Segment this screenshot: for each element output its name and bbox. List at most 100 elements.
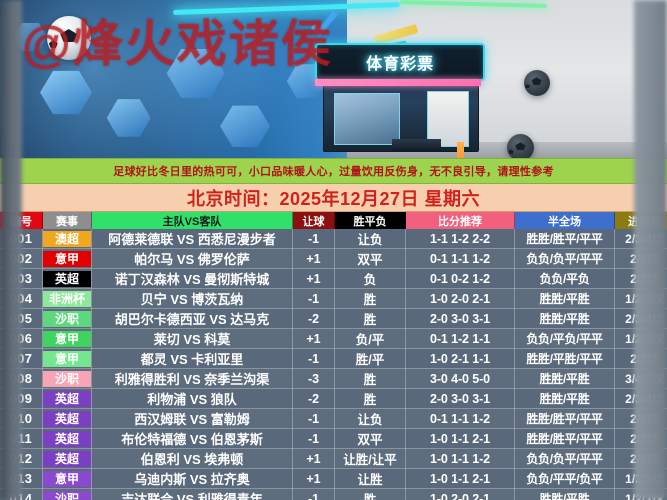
cell-goals: 2/3球: [614, 348, 667, 369]
watermark: @烽火戏诸侯: [22, 16, 333, 72]
table-row[interactable]: 014 沙职 吉达联合 VS 利雅得青年 -1 胜 1-0 2-0 2-1 胜胜/平胜 1/2…: [0, 488, 667, 500]
table-row[interactable]: 008 沙职 利雅得胜利 VS 奈季兰沟渠 -3 胜 3-0 4-0 5-0 胜胜/平胜 3/…: [0, 368, 667, 389]
shop-door: [426, 91, 469, 158]
cell-league: 沙职: [42, 308, 92, 329]
table-row[interactable]: 010 英超 西汉姆联 VS 富勒姆 -1 让负 0-1 1-1 1-2 胜胜/胜平/平平 2…: [0, 408, 667, 429]
table-row[interactable]: 001 澳超 阿德莱德联 VS 西悉尼漫步者 -1 让负 1-1 1-2 2-2 胜胜/胜平…: [0, 229, 667, 249]
cell-wdl: 胜: [334, 388, 406, 409]
table-row[interactable]: 013 意甲 乌迪内斯 VS 拉齐奥 +1 让胜 1-0 1-1 2-1 负负/平平/负平 1…: [0, 468, 667, 489]
cell-handicap: -1: [292, 288, 335, 309]
header-wdl[interactable]: 胜平负: [334, 212, 406, 229]
league-badge: 沙职: [43, 370, 91, 387]
cell-league: 非洲杯: [42, 288, 92, 309]
cell-no: 005: [0, 308, 43, 329]
cell-halftime: 胜胜/平胜: [514, 308, 615, 329]
cell-no: 001: [0, 229, 43, 249]
cell-score: 3-0 4-0 5-0: [405, 368, 515, 389]
cell-goals: 1/2/3球: [614, 468, 667, 489]
table-row[interactable]: 012 英超 伯恩利 VS 埃弗顿 +1 让胜/让平 1-0 1-1 1-2 负负/负平/平…: [0, 448, 667, 469]
cell-league: 英超: [42, 448, 92, 469]
cell-handicap: -2: [292, 308, 335, 329]
cell-no: 007: [0, 348, 43, 369]
cell-league: 意甲: [42, 248, 92, 269]
cell-no: 011: [0, 428, 43, 449]
header-goals[interactable]: 进球数: [614, 212, 667, 229]
table-row[interactable]: 005 沙职 胡巴尔卡德西亚 VS 达马克 -2 胜 2-0 3-0 3-1 胜胜/平胜 2/…: [0, 308, 667, 329]
league-badge: 英超: [43, 390, 91, 407]
cell-league: 意甲: [42, 468, 92, 489]
cell-handicap: -1: [292, 229, 335, 249]
league-badge: 英超: [43, 270, 91, 287]
cell-halftime: 负负/平负: [514, 268, 615, 289]
table-header-row: 编号 赛事 主队VS客队 让球 胜平负 比分推荐 半全场 进球数: [0, 212, 667, 229]
cell-halftime: 负负/平平/负平: [514, 468, 615, 489]
table-row[interactable]: 011 英超 布伦特福德 VS 伯恩茅斯 -1 双平 1-0 1-1 2-1 胜胜/胜平/平…: [0, 428, 667, 449]
cell-no: 012: [0, 448, 43, 469]
header-league[interactable]: 赛事: [42, 212, 92, 229]
cell-wdl: 让胜: [334, 468, 406, 489]
header-no[interactable]: 编号: [0, 212, 43, 229]
cell-wdl: 胜: [334, 288, 406, 309]
cell-handicap: -1: [292, 348, 335, 369]
table-row[interactable]: 002 意甲 帕尔马 VS 佛罗伦萨 +1 双平 0-1 1-1 1-2 负负/负平/平平 2…: [0, 248, 667, 269]
cell-wdl: 胜: [334, 488, 406, 500]
football-icon: [506, 134, 534, 158]
cell-no: 006: [0, 328, 43, 349]
cell-no: 013: [0, 468, 43, 489]
cell-handicap: -1: [292, 428, 335, 449]
cell-wdl: 胜: [334, 368, 406, 389]
cell-handicap: +1: [292, 468, 335, 489]
league-badge: 英超: [43, 450, 91, 467]
header-score[interactable]: 比分推荐: [405, 212, 515, 229]
cell-match: 胡巴尔卡德西亚 VS 达马克: [91, 308, 293, 329]
cell-goals: 2/3/4球: [614, 388, 667, 409]
cell-wdl: 负/平: [334, 328, 406, 349]
table-row[interactable]: 006 意甲 莱切 VS 科莫 +1 负/平 0-1 1-2 1-1 负负/平负/平平 1/2…: [0, 328, 667, 349]
cell-goals: 2/3/4球: [614, 308, 667, 329]
date-banner-text: 北京时间：2025年12月27日 星期六: [186, 188, 481, 209]
league-badge: 意甲: [43, 330, 91, 347]
cell-handicap: -2: [292, 388, 335, 409]
cell-goals: 2/3球: [614, 448, 667, 469]
cell-match: 阿德莱德联 VS 西悉尼漫步者: [91, 229, 293, 249]
cell-score: 1-0 1-1 1-2: [405, 448, 515, 469]
cell-halftime: 负负/平负/平平: [514, 328, 615, 349]
cell-match: 帕尔马 VS 佛罗伦萨: [91, 248, 293, 269]
header-match[interactable]: 主队VS客队: [91, 212, 293, 229]
cell-score: 0-1 1-2 1-1: [405, 328, 515, 349]
cell-no: 003: [0, 268, 43, 289]
cell-league: 英超: [42, 428, 92, 449]
football-icon: [523, 69, 550, 96]
cell-score: 1-0 2-0 2-1: [405, 488, 515, 500]
cell-wdl: 让负: [334, 229, 406, 249]
table-row[interactable]: 003 英超 诺丁汉森林 VS 曼彻斯特城 +1 负 0-1 0-2 1-2 负负/平负 2/…: [0, 268, 667, 289]
cell-wdl: 双平: [334, 428, 406, 449]
cell-handicap: -1: [292, 488, 335, 500]
table-row[interactable]: 009 英超 利物浦 VS 狼队 -2 胜 2-0 3-0 3-1 胜胜/平胜 2/3/4球: [0, 388, 667, 409]
cell-goals: 2/3球: [614, 248, 667, 269]
cell-goals: 3/4/5球: [614, 368, 667, 389]
cell-no: 010: [0, 408, 43, 429]
cell-goals: 2/3球: [614, 428, 667, 449]
league-badge: 非洲杯: [43, 290, 91, 307]
cell-handicap: -3: [292, 368, 335, 389]
cell-score: 0-1 1-1 1-2: [405, 248, 515, 269]
cell-handicap: +1: [292, 248, 335, 269]
cell-wdl: 让胜/让平: [334, 448, 406, 469]
match-table: 编号 赛事 主队VS客队 让球 胜平负 比分推荐 半全场 进球数 001 澳超 阿德…: [0, 212, 667, 500]
header-halftime[interactable]: 半全场: [514, 212, 615, 229]
cell-match: 利物浦 VS 狼队: [91, 388, 293, 409]
table-row[interactable]: 004 非洲杯 贝宁 VS 博茨瓦纳 -1 胜 1-0 2-0 2-1 胜胜/平胜 1/2/3…: [0, 288, 667, 309]
cell-no: 009: [0, 388, 43, 409]
cell-goals: 1/2/3球: [614, 328, 667, 349]
shop-steps: [391, 139, 442, 151]
league-badge: 英超: [43, 410, 91, 427]
tip-banner: 足球好比冬日里的热可可，小口品味暖人心，过量饮用反伤身，无不良引导，请理性参考: [0, 158, 667, 184]
header-handicap[interactable]: 让球: [292, 212, 335, 229]
cell-match: 吉达联合 VS 利雅得青年: [91, 488, 293, 500]
cell-goals: 2/3/4球: [614, 229, 667, 249]
table-row[interactable]: 007 意甲 都灵 VS 卡利亚里 -1 胜/平 1-0 2-1 1-1 胜胜/平胜/平平 2…: [0, 348, 667, 369]
cell-halftime: 负负/负平/平平: [514, 448, 615, 469]
cell-handicap: +1: [292, 328, 335, 349]
